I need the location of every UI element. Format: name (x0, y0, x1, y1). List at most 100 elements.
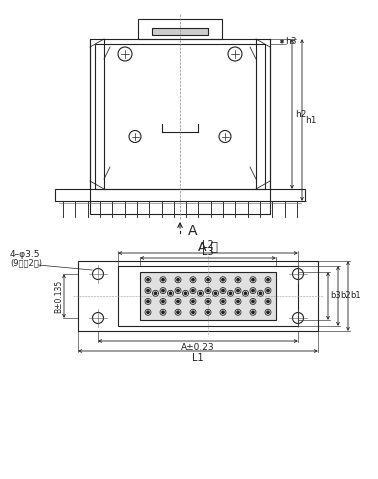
Circle shape (177, 311, 179, 313)
Circle shape (235, 298, 241, 305)
Circle shape (220, 309, 226, 315)
Circle shape (207, 278, 209, 281)
Circle shape (175, 277, 181, 283)
Circle shape (207, 289, 209, 292)
Text: h2: h2 (295, 110, 307, 118)
Circle shape (205, 277, 211, 283)
Circle shape (147, 311, 149, 313)
Circle shape (267, 300, 269, 303)
Circle shape (235, 309, 241, 315)
Circle shape (190, 298, 196, 305)
Circle shape (267, 311, 269, 313)
Circle shape (220, 287, 226, 294)
Circle shape (228, 290, 234, 297)
Text: b1: b1 (350, 292, 361, 300)
Circle shape (220, 277, 226, 283)
Circle shape (250, 309, 256, 315)
Circle shape (265, 277, 271, 283)
Circle shape (162, 300, 164, 303)
Text: A: A (188, 224, 197, 238)
Circle shape (145, 298, 151, 305)
Bar (90, 39, 270, 214)
Circle shape (222, 289, 224, 292)
Circle shape (265, 298, 271, 305)
Circle shape (147, 289, 149, 292)
Circle shape (252, 300, 254, 303)
Circle shape (199, 292, 202, 295)
Circle shape (175, 309, 181, 315)
Circle shape (162, 311, 164, 313)
Circle shape (160, 287, 166, 294)
Circle shape (145, 309, 151, 315)
Circle shape (190, 277, 196, 283)
Circle shape (220, 298, 226, 305)
Circle shape (207, 300, 209, 303)
Text: A 向: A 向 (198, 240, 218, 253)
Circle shape (244, 292, 247, 295)
Circle shape (252, 289, 254, 292)
Circle shape (252, 278, 254, 281)
Circle shape (243, 290, 248, 297)
Bar (140, 272, 276, 320)
Circle shape (162, 289, 164, 292)
Circle shape (265, 287, 271, 294)
Circle shape (257, 290, 263, 297)
Bar (78, 261, 318, 331)
Circle shape (197, 290, 203, 297)
Circle shape (237, 289, 239, 292)
Circle shape (250, 298, 256, 305)
Circle shape (222, 300, 224, 303)
Circle shape (177, 289, 179, 292)
Circle shape (162, 278, 164, 281)
Circle shape (145, 277, 151, 283)
Circle shape (160, 309, 166, 315)
Circle shape (250, 287, 256, 294)
Text: L1: L1 (192, 353, 204, 363)
Circle shape (205, 298, 211, 305)
Circle shape (267, 278, 269, 281)
Circle shape (192, 300, 194, 303)
Circle shape (237, 311, 239, 313)
Circle shape (259, 292, 262, 295)
Text: h1: h1 (305, 115, 316, 125)
Circle shape (152, 290, 158, 297)
Circle shape (190, 309, 196, 315)
Circle shape (147, 278, 149, 281)
Circle shape (192, 278, 194, 281)
Circle shape (250, 277, 256, 283)
Circle shape (192, 311, 194, 313)
Circle shape (160, 298, 166, 305)
Text: (9芯为2孔): (9芯为2孔) (10, 258, 42, 267)
Circle shape (265, 309, 271, 315)
Circle shape (229, 292, 232, 295)
Circle shape (169, 292, 172, 295)
Circle shape (222, 311, 224, 313)
Circle shape (177, 278, 179, 281)
Text: b3: b3 (330, 292, 341, 300)
Circle shape (175, 287, 181, 294)
Circle shape (205, 309, 211, 315)
Circle shape (160, 277, 166, 283)
Bar (152, 28, 208, 35)
Bar (118, 266, 298, 326)
Text: 4–φ3.5: 4–φ3.5 (10, 250, 40, 259)
Circle shape (212, 290, 218, 297)
Circle shape (267, 289, 269, 292)
Circle shape (237, 300, 239, 303)
Circle shape (190, 287, 196, 294)
Circle shape (154, 292, 157, 295)
Bar (138, 19, 222, 39)
Bar (55, 189, 305, 201)
Text: b2: b2 (340, 292, 351, 300)
Circle shape (192, 289, 194, 292)
Circle shape (167, 290, 174, 297)
Circle shape (235, 277, 241, 283)
Circle shape (222, 278, 224, 281)
Text: h3: h3 (285, 37, 296, 46)
Circle shape (207, 311, 209, 313)
Circle shape (145, 287, 151, 294)
Circle shape (214, 292, 217, 295)
Circle shape (205, 287, 211, 294)
Text: B±0.135: B±0.135 (54, 279, 63, 313)
Circle shape (183, 290, 189, 297)
